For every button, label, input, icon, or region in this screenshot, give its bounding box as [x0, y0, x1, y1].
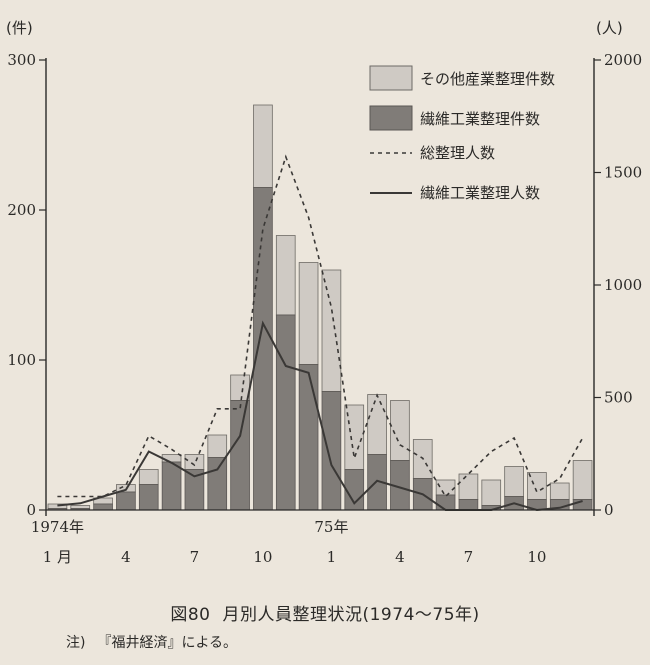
x-month-label: 4: [121, 548, 131, 566]
legend-label-textile-persons: 繊維工業整理人数: [420, 184, 540, 202]
x-month-label: 7: [190, 548, 200, 566]
bar-other-industry: [253, 104, 273, 188]
source-note: 注) 『福井経済』による。: [66, 632, 249, 652]
line-textile-persons: [57, 320, 583, 512]
x-year-label: 1974年: [31, 518, 84, 536]
x-month-label: 1: [327, 548, 337, 566]
bar-other-industry: [161, 454, 182, 463]
left-tick-label: 300: [7, 51, 36, 69]
x-year-label: 75年: [314, 518, 348, 536]
right-tick-label: 0: [604, 501, 614, 519]
bar-textile-cases: [207, 457, 228, 511]
bar-textile-cases: [321, 391, 342, 511]
legend-label-textile-cases: 繊維工業整理件数: [420, 110, 540, 128]
right-axis-unit: (人): [596, 19, 623, 37]
figure-caption: 図80 月別人員整理状況(1974〜75年): [0, 600, 650, 625]
x-month-label: 7: [464, 548, 474, 566]
legend-label-total-persons: 総整理人数: [420, 144, 495, 162]
right-tick-label: 2000: [604, 51, 642, 69]
bar-textile-cases: [93, 503, 113, 511]
bar-other-industry: [207, 434, 228, 458]
note-label: 注): [66, 635, 86, 651]
legend-label-other-industry: その他産業整理件数: [420, 70, 555, 88]
bar-textile-cases: [116, 491, 136, 511]
x-month-label: 10: [527, 548, 546, 566]
x-month-label: 4: [395, 548, 405, 566]
bar-textile-cases: [275, 314, 296, 511]
legend: その他産業整理件数 繊維工業整理件数 総整理人数 繊維工業整理人数: [369, 65, 555, 202]
right-tick-label: 1500: [604, 164, 642, 182]
line-total-persons: [57, 154, 584, 498]
legend-swatch-other-industry: [369, 65, 413, 91]
bar-other-industry: [70, 505, 91, 509]
bar-textile-cases: [230, 400, 250, 511]
bar-other-industry: [138, 469, 159, 485]
bar-other-industry: [481, 479, 502, 506]
figure-title: 月別人員整理状況(1974〜75年): [222, 605, 480, 625]
left-tick-label: 100: [7, 351, 36, 369]
x-month-label: 1 月: [43, 548, 72, 566]
bar-textile-cases: [138, 484, 159, 511]
chart: (件) (人) 300200100020001500100050001974年1…: [6, 19, 642, 566]
bar-other-industry: [435, 479, 456, 496]
x-month-label: 10: [253, 548, 272, 566]
bar-other-industry: [184, 454, 205, 470]
right-tick-label: 1000: [604, 276, 642, 294]
bar-other-industry: [572, 460, 593, 500]
bar-textile-cases: [253, 187, 273, 511]
bar-other-industry: [458, 473, 479, 500]
right-tick-label: 500: [604, 389, 633, 407]
bar-other-industry: [367, 394, 387, 455]
note-text: 『福井経済』による。: [97, 635, 238, 651]
bar-textile-cases: [161, 461, 182, 511]
bar-other-industry: [504, 466, 524, 497]
bar-other-industry: [230, 374, 250, 401]
left-tick-label: 200: [7, 201, 36, 219]
bar-other-industry: [275, 235, 296, 316]
bar-textile-cases: [298, 364, 319, 511]
bar-other-industry: [321, 269, 342, 392]
bar-other-industry: [549, 482, 570, 500]
bar-textile-cases: [435, 494, 456, 511]
left-axis-unit: (件): [6, 19, 33, 37]
left-tick-label: 0: [26, 501, 36, 519]
figure-number: 図80: [170, 605, 211, 625]
bar-textile-cases: [458, 499, 479, 511]
bar-other-industry: [298, 262, 319, 365]
legend-swatch-textile-cases: [369, 105, 413, 131]
